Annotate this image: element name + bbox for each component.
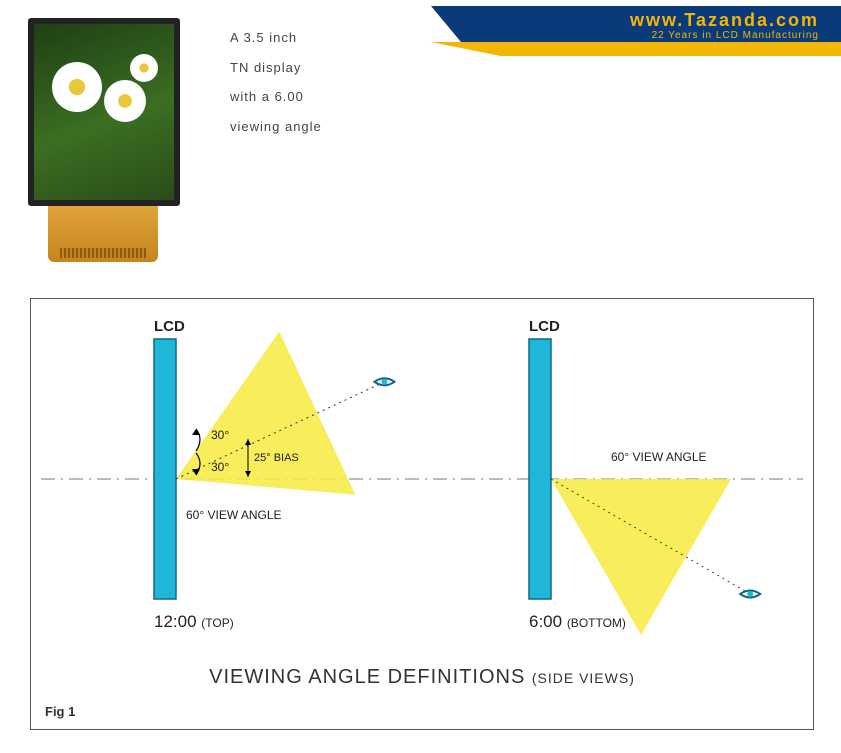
figure-title-sub: (SIDE VIEWS) <box>532 670 635 686</box>
desc-line: A 3.5 inch <box>230 30 322 46</box>
figure-title-main: VIEWING ANGLE DEFINITIONS <box>209 666 532 688</box>
svg-text:12:00 (TOP): 12:00 (TOP) <box>154 612 234 631</box>
svg-text:60° VIEW ANGLE: 60° VIEW ANGLE <box>186 508 282 522</box>
svg-text:LCD: LCD <box>154 318 185 335</box>
svg-text:30°: 30° <box>211 428 229 442</box>
flex-cable-mock <box>48 206 158 262</box>
desc-line: viewing angle <box>230 119 322 135</box>
lcd-screen-mock <box>28 18 180 206</box>
svg-text:6:00 (BOTTOM): 6:00 (BOTTOM) <box>529 612 626 631</box>
viewing-angle-diagram: LCD 12:00 (TOP) 30° 30° 25° BIAS 60° VIEW ANG… <box>31 299 813 659</box>
figure-box: LCD 12:00 (TOP) 30° 30° 25° BIAS 60° VIEW ANG… <box>30 298 814 730</box>
brand-url: www.Tazanda.com <box>630 10 819 31</box>
svg-text:30°: 30° <box>211 460 229 474</box>
svg-text:60° VIEW ANGLE: 60° VIEW ANGLE <box>611 450 707 464</box>
desc-line: TN display <box>230 60 322 76</box>
svg-text:LCD: LCD <box>529 318 560 335</box>
brand-tagline: 22 Years in LCD Manufacturing <box>652 30 819 41</box>
desc-line: with a 6.00 <box>230 89 322 105</box>
product-photo <box>28 18 178 262</box>
figure-label: Fig 1 <box>45 704 75 719</box>
product-description: A 3.5 inch TN display with a 6.00 viewin… <box>230 30 322 148</box>
figure-title: VIEWING ANGLE DEFINITIONS (SIDE VIEWS) <box>31 666 813 689</box>
svg-text:25° BIAS: 25° BIAS <box>254 452 299 464</box>
